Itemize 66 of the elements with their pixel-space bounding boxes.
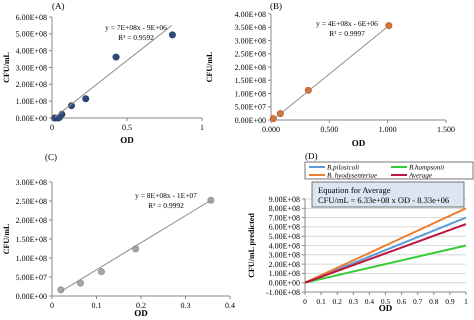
y-tick-label: 4.00E+08	[16, 46, 47, 56]
y-tick-label: 9.00E+08	[268, 194, 300, 204]
y-tick-label: 5.00E+08	[268, 232, 300, 241]
x-tick-label: 0.000	[262, 125, 280, 134]
y-tick-label: 0.00E+00	[234, 116, 266, 125]
y-axis-title: CFU/mL	[205, 52, 214, 82]
x-tick-label: 1	[200, 123, 204, 132]
x-axis-title: OD	[134, 308, 148, 318]
y-tick-label: 2.50E+08	[16, 196, 47, 206]
point	[168, 31, 176, 38]
x-tick-label: 0.4	[225, 301, 235, 310]
y-tick-label: 2.00E+08	[234, 62, 266, 72]
point	[112, 54, 120, 61]
y-tick-label: 6.00E+08	[16, 12, 47, 22]
x-tick-label: 0.500	[320, 125, 338, 134]
x-tick-label: 0.3	[180, 301, 190, 310]
x-tick-label: 1.000	[378, 125, 397, 134]
chart-title: (A)	[52, 1, 64, 11]
y-tick-label: 1.00E+08	[16, 254, 47, 263]
y-tick-label: 1.00E+08	[268, 269, 300, 278]
y-tick-label: 1.00E+08	[16, 96, 47, 106]
point	[76, 280, 84, 287]
y-tick-label: 3.00E+08	[268, 250, 300, 260]
x-tick-label: 0	[50, 123, 54, 132]
y-tick-label: 1.50E+08	[16, 234, 47, 244]
point	[82, 95, 90, 102]
x-axis-title: OD	[352, 138, 366, 148]
x-tick-label: 0	[50, 301, 54, 310]
x-tick-label: 0.5	[122, 123, 132, 132]
chart-title: (B)	[270, 1, 282, 11]
chart-title: (D)	[305, 151, 318, 161]
y-tick-label: 1.50E+08	[234, 76, 266, 86]
y-axis-title: CFU/mL	[2, 52, 11, 83]
y-tick-label: 7.00E+08	[268, 213, 300, 222]
y-tick-label: 2.00E+08	[16, 216, 47, 225]
y-tick-label: 2.00E+08	[268, 260, 300, 269]
x-tick-label: 1.500	[437, 125, 455, 134]
x-axis-title: OD	[378, 303, 393, 313]
y-tick-label: 0.00E+00	[16, 114, 47, 123]
annotation: CFU/mL = 6.33e+08 x OD - 8.33e+06	[318, 195, 450, 205]
y-tick-label: 0.00E+00	[16, 292, 47, 301]
y-tick-label: 3.00E+08	[16, 63, 47, 72]
y-tick-label: -1.00E+08	[266, 288, 300, 297]
point	[98, 268, 105, 276]
text: Equation for Average	[318, 185, 391, 195]
y-tick-label: 5.00E+08	[16, 30, 47, 39]
y-tick-label: 1.00E+08	[234, 89, 266, 98]
y-axis-title: CFU/mL	[2, 224, 11, 254]
y-tick-label: 3.50E+08	[234, 23, 266, 32]
y-tick-label: 6.00E+08	[268, 222, 300, 232]
y-tick-label: 2.50E+08	[234, 50, 266, 59]
y-tick-label: 2.00E+08	[16, 80, 47, 90]
chart-title: (C)	[45, 152, 57, 162]
y-tick-label: 4.00E+08	[268, 241, 300, 250]
x-tick-label: 0.2	[136, 301, 146, 310]
y-tick-label: 4.00E+08	[234, 10, 266, 19]
y-tick-label: 0.00E+00	[268, 278, 300, 288]
y-tick-label: 3.00E+08	[234, 36, 266, 46]
y-axis-title: CFU/mL predicted	[247, 212, 256, 278]
y-tick-label: 8.00E+08	[268, 204, 300, 214]
y-tick-label: 3.00E+08	[16, 178, 47, 187]
x-axis-title: OD	[120, 135, 134, 145]
y-tick-label: 5.00E+07	[16, 272, 47, 282]
point	[385, 22, 392, 30]
x-tick-label: 0.1	[92, 301, 102, 310]
y-tick-label: 5.00E+07	[234, 102, 266, 112]
